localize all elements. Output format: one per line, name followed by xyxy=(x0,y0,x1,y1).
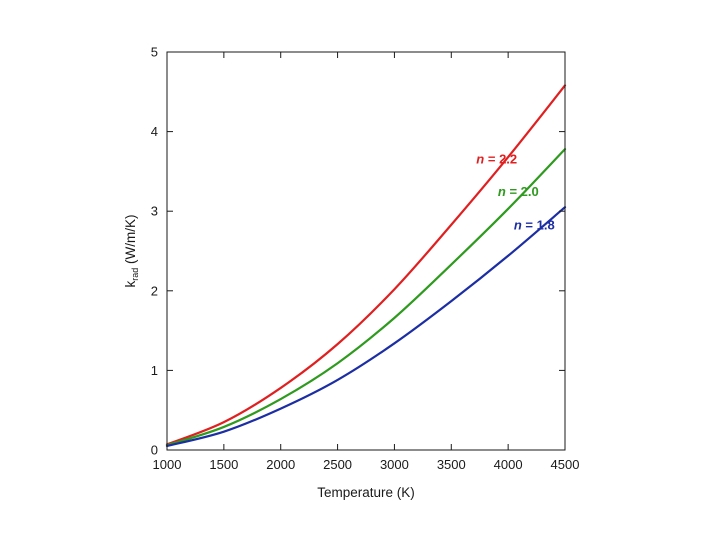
series-labels-layer: n = 2.2n = 2.0n = 1.8 xyxy=(476,151,554,232)
x-tick-label: 1500 xyxy=(209,457,238,472)
x-tick-label: 1000 xyxy=(153,457,182,472)
plot-frame xyxy=(166,51,566,451)
y-axis-title-subscript: rad xyxy=(130,268,140,281)
y-tick-label: 0 xyxy=(151,443,158,458)
x-tick-label: 4500 xyxy=(551,457,580,472)
y-axis-title: krad (W/m/K) xyxy=(123,214,140,287)
x-tick-label: 2500 xyxy=(323,457,352,472)
series-layer xyxy=(165,84,567,448)
y-axis-title-main: k xyxy=(123,281,138,288)
x-tick-label: 4000 xyxy=(494,457,523,472)
tick-labels-layer: 1000 1500 2000 2500 3000 3500 4000 4500 0 1 2 3 4 5 xyxy=(151,45,580,473)
series-label-1: n = 2.2 xyxy=(476,151,517,166)
series-line-2 xyxy=(165,148,567,447)
x-tick-label: 3500 xyxy=(437,457,466,472)
ticks-layer xyxy=(166,51,566,451)
series-label-value: = 2.2 xyxy=(484,151,517,166)
y-tick-label: 1 xyxy=(151,363,158,378)
x-tick-label: 3000 xyxy=(380,457,409,472)
y-tick-label: 4 xyxy=(151,124,158,139)
y-tick-label: 2 xyxy=(151,283,158,298)
series-label-value: = 2.0 xyxy=(506,184,539,199)
series-line-3 xyxy=(165,206,567,448)
series-label-3: n = 1.8 xyxy=(514,218,555,233)
series-label-symbol: n xyxy=(498,184,506,199)
y-tick-label: 5 xyxy=(151,45,158,60)
y-tick-label: 3 xyxy=(151,204,158,219)
x-tick-label: 2000 xyxy=(266,457,295,472)
series-label-symbol: n xyxy=(476,151,484,166)
series-label-value: = 1.8 xyxy=(522,218,555,233)
y-axis-title-units: (W/m/K) xyxy=(123,214,138,267)
x-axis-title: Temperature (K) xyxy=(317,485,415,500)
series-line-1 xyxy=(165,84,567,446)
series-label-symbol: n xyxy=(514,218,522,233)
series-label-2: n = 2.0 xyxy=(498,184,539,199)
